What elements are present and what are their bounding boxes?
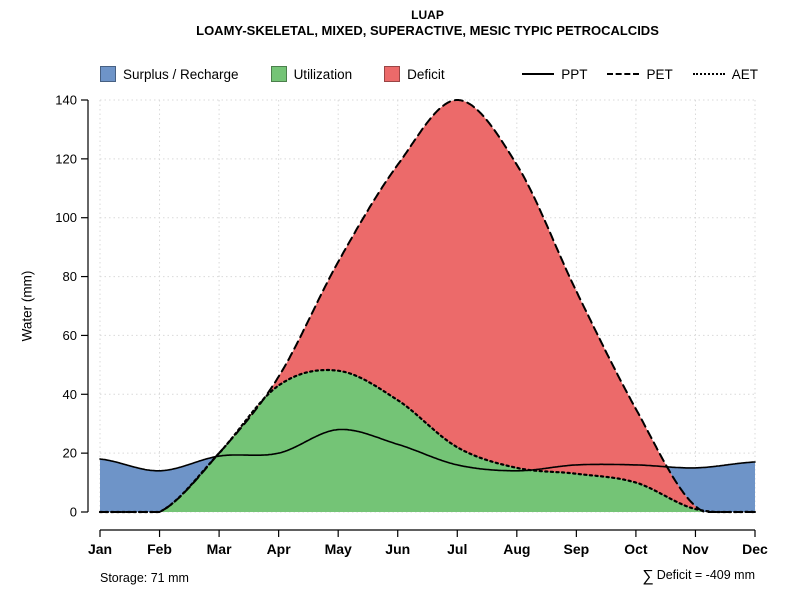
ppt-line xyxy=(99,428,756,472)
x-tick-label: Sep xyxy=(564,541,590,557)
utilization-area xyxy=(100,370,755,512)
y-tick-label: 140 xyxy=(55,93,77,108)
legend-label-pet: PET xyxy=(646,66,673,82)
x-tick-label: Mar xyxy=(207,541,232,557)
y-tick-label: 40 xyxy=(63,387,77,402)
y-tick-label: 80 xyxy=(63,269,77,284)
legend-item-aet: AET xyxy=(692,66,758,82)
x-tick-label: Jun xyxy=(385,541,410,557)
surplus-area xyxy=(100,456,216,512)
pet-line-icon xyxy=(607,73,640,75)
legend-label-ppt: PPT xyxy=(561,66,588,82)
x-tick-label: Oct xyxy=(624,541,648,557)
legend-label-utilization: Utilization xyxy=(293,66,353,82)
deficit-area xyxy=(100,100,755,512)
legend-item-surplus: Surplus / Recharge xyxy=(100,66,239,82)
deficit-sum-annotation: ∑ Deficit = -409 mm xyxy=(642,568,755,586)
legend-item-utilization: Utilization xyxy=(270,66,353,82)
aet-line-icon xyxy=(692,73,725,75)
x-tick-label: Dec xyxy=(742,541,768,557)
legend-label-surplus: Surplus / Recharge xyxy=(123,66,239,82)
y-tick-label: 60 xyxy=(63,328,77,343)
legend-label-aet: AET xyxy=(731,66,758,82)
chart-title: LUAP xyxy=(411,8,444,22)
x-tick-label: Aug xyxy=(503,541,530,557)
x-tick-label: May xyxy=(325,541,352,557)
chart-subtitle: LOAMY-SKELETAL, MIXED, SUPERACTIVE, MESI… xyxy=(196,23,659,38)
storage-annotation: Storage: 71 mm xyxy=(100,571,189,585)
x-tick-label: Jul xyxy=(447,541,467,557)
utilization-swatch-icon xyxy=(270,66,287,82)
x-tick-label: Jan xyxy=(88,541,112,557)
legend-item-ppt: PPT xyxy=(522,67,587,82)
legend-item-pet: PET xyxy=(607,66,673,82)
y-axis-title: Water (mm) xyxy=(19,270,35,342)
pet-line xyxy=(99,99,756,513)
deficit-swatch-icon xyxy=(384,66,401,82)
aet-line xyxy=(98,368,757,514)
x-tick-label: Feb xyxy=(147,541,172,557)
x-tick-label: Nov xyxy=(682,541,709,557)
y-tick-label: 100 xyxy=(55,210,77,225)
x-tick-label: Apr xyxy=(267,541,292,557)
legend-item-deficit: Deficit xyxy=(384,66,445,82)
sigma-icon: ∑ xyxy=(642,568,654,585)
legend: Surplus / Recharge Utilization Deficit P… xyxy=(100,66,758,82)
ppt-line-icon xyxy=(522,73,555,75)
y-tick-label: 0 xyxy=(70,505,77,520)
surplus-swatch-icon xyxy=(100,66,116,82)
y-tick-label: 20 xyxy=(63,446,77,461)
deficit-sum-text: Deficit = -409 mm xyxy=(656,568,755,582)
legend-label-deficit: Deficit xyxy=(407,66,445,82)
y-tick-label: 120 xyxy=(55,151,77,166)
